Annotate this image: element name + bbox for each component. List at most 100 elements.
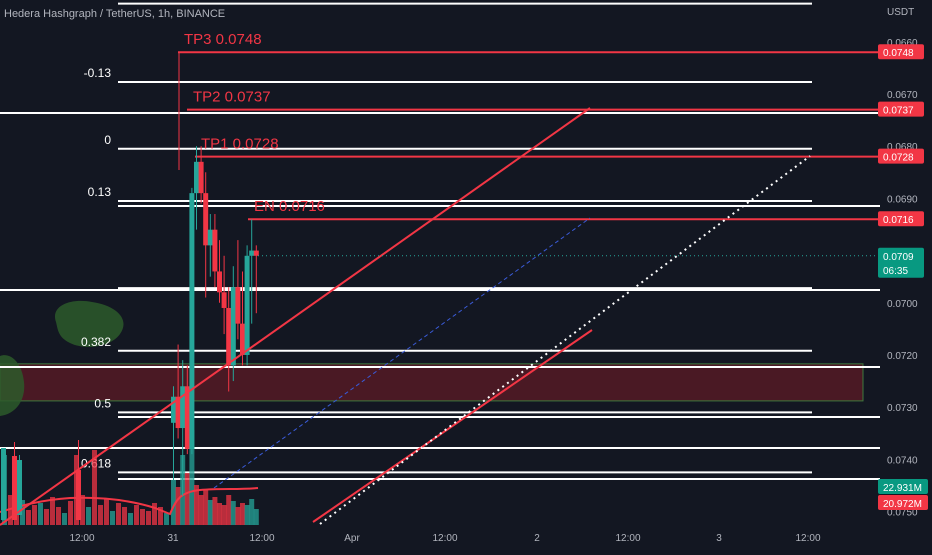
time-tick-label: 12:00: [69, 533, 94, 544]
volume-bar: [146, 511, 151, 525]
volume-bar: [244, 505, 250, 525]
symbol-title: Hedera Hashgraph / TetherUS, 1h, BINANCE: [4, 8, 226, 20]
fib-label: 0.5: [94, 396, 111, 410]
candle-body: [194, 161, 199, 194]
time-tick-label: Apr: [344, 533, 360, 544]
candle-body: [235, 287, 241, 324]
trendline-lower[interactable]: [312, 329, 593, 523]
price-tag-tp1-bg: [878, 148, 924, 164]
price-tick-label: 0.0720: [887, 351, 918, 362]
target-label-tp2: TP2 0.0737: [193, 89, 271, 106]
time-tick-label: 12:00: [249, 533, 274, 544]
candle-body: [240, 323, 245, 355]
volume-bar: [116, 503, 121, 525]
candle-body: [17, 460, 22, 515]
volume-bar: [184, 473, 190, 525]
volume-bar: [240, 503, 245, 525]
drawn-blob-1[interactable]: [54, 300, 124, 347]
candle-body: [221, 292, 227, 308]
volume-bar: [80, 495, 85, 525]
volume-bar: [230, 501, 236, 525]
price-tag-tp2: 0.0737: [883, 106, 914, 117]
target-label-en: EN 0.0716: [254, 198, 325, 215]
fib-label: -0.27: [84, 0, 112, 2]
volume-bar: [152, 503, 157, 525]
candle-body: [212, 229, 218, 272]
price-tag-tp1: 0.0728: [883, 153, 914, 164]
volume-bar: [98, 505, 103, 525]
target-levels: TP3 0.0748 TP2 0.0737 TP1 0.0728 EN 0.0716: [178, 31, 878, 221]
volume-bar: [92, 450, 97, 525]
volume-bar: [44, 509, 49, 525]
candle-body: [230, 287, 236, 366]
price-tag-tp3: 0.0748: [883, 48, 914, 59]
candle-body: [217, 271, 222, 293]
volume-bar: [38, 503, 43, 525]
volume-bar: [56, 507, 61, 525]
candle-body: [244, 255, 250, 355]
candle-body: [226, 307, 232, 366]
volume-bar: [104, 499, 109, 525]
volume-tag-down-bg: [878, 495, 928, 510]
volume-bar: [194, 485, 199, 525]
candle-body: [249, 250, 255, 256]
volume-bar: [32, 505, 37, 525]
candlesticks: [1, 146, 259, 520]
volume-bar: [207, 500, 213, 525]
volume-bar: [26, 510, 31, 525]
volume-bar: [226, 495, 232, 525]
price-tags: 0.0748 0.0737 0.0728 0.0716 0.0709 06:35 22.93…: [258, 44, 928, 510]
time-axis[interactable]: 12:00 31 12:00 Apr 12:00 2 12:00 3 12:00: [69, 533, 820, 544]
price-tick-label: 0.0730: [887, 403, 918, 414]
price-axis[interactable]: USDT 0.0750 0.0740 0.0730 0.0720 0.0700 0.069…: [887, 7, 918, 519]
volume-bar: [249, 499, 255, 525]
demand-zone[interactable]: [0, 363, 864, 402]
volume-bar: [175, 487, 181, 525]
price-tag-tp3-bg: [878, 44, 924, 60]
candle-body: [1, 448, 6, 520]
price-tick-label: 0.0670: [887, 90, 918, 101]
fib-label: 0: [104, 133, 111, 147]
candle-body: [207, 229, 213, 246]
drawn-blob-2[interactable]: [0, 355, 25, 416]
time-tick-label: 2: [534, 533, 540, 544]
volume-bar: [20, 500, 25, 525]
volume-bar: [198, 495, 204, 525]
price-tick-label: 0.0660: [887, 38, 918, 49]
volume-bar: [86, 507, 91, 525]
price-tick-label: 0.0740: [887, 455, 918, 466]
candle-body: [198, 161, 204, 194]
volume-bar: [62, 513, 67, 525]
fib-label: 0.13: [88, 185, 112, 199]
time-tick-label: 12:00: [795, 533, 820, 544]
time-tick-label: 3: [716, 533, 722, 544]
volume-bar: [189, 430, 195, 525]
volume-bar: [217, 503, 222, 525]
volume-bar: [221, 505, 227, 525]
current-price-tag-bg: [878, 247, 924, 278]
candle-body: [12, 456, 17, 520]
price-tick-label: 0.0750: [887, 508, 918, 519]
volume-bar: [171, 480, 176, 525]
price-tick-label: 0.0680: [887, 142, 918, 153]
candle-body: [171, 396, 176, 423]
price-tag-entry: 0.0716: [883, 215, 914, 226]
current-price-tag: 0.0709: [883, 252, 914, 263]
volume-bar: [140, 509, 145, 525]
price-tag-entry-bg: [878, 211, 924, 227]
fib-label: -0.13: [84, 66, 112, 80]
candle-body: [175, 396, 181, 429]
time-tick-label: 31: [167, 533, 179, 544]
volume-bar: [164, 513, 169, 525]
projection-dotted-line[interactable]: [319, 155, 811, 525]
volume-bar: [122, 507, 127, 525]
volume-bar: [50, 497, 55, 525]
projection-dashed-line[interactable]: [213, 217, 591, 489]
price-tick-label: 0.0700: [887, 299, 918, 310]
fib-label: 0.382: [81, 335, 111, 349]
trendline-upper[interactable]: [0, 107, 591, 526]
